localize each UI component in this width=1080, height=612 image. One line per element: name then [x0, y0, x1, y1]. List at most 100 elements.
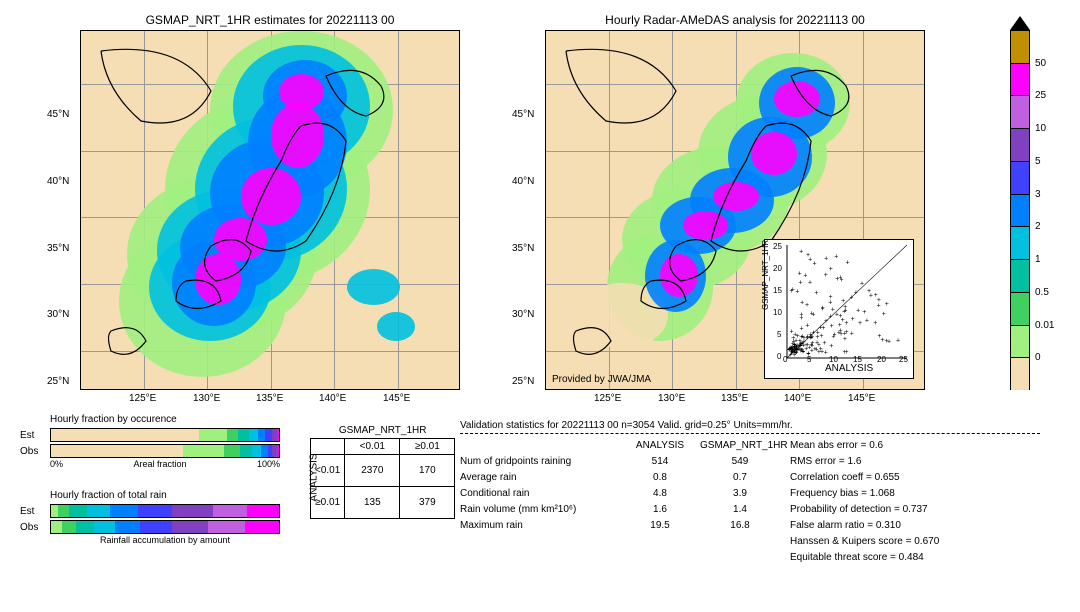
ytick: 35°N [47, 243, 69, 254]
hbar-segment [227, 429, 238, 441]
xtick: 145°E [848, 393, 875, 404]
svg-text:+: + [810, 311, 814, 318]
svg-text:+: + [814, 290, 818, 297]
map-gsmap-title: GSMAP_NRT_1HR estimates for 20221113 00 [146, 13, 395, 27]
stats-row: Average rain0.80.7 [460, 470, 790, 486]
xtick: 125°E [129, 393, 156, 404]
hbar-segment [76, 521, 94, 533]
hbar-segment [51, 521, 62, 533]
ytick: 40°N [512, 176, 534, 187]
scatter-inset: ++++++++++++++++++++++++++++++++++++++++… [764, 239, 914, 379]
svg-text:+: + [839, 331, 843, 338]
svg-text:+: + [808, 280, 812, 287]
colorbar: 00.010.51235102550 [1010, 30, 1030, 390]
stats-row: Conditional rain4.83.9 [460, 486, 790, 502]
colorbar-tick-label: 3 [1035, 189, 1041, 200]
stats-row: Maximum rain19.516.8 [460, 518, 790, 534]
svg-text:+: + [815, 334, 819, 341]
colorbar-tick-label: 10 [1035, 123, 1046, 134]
svg-text:+: + [800, 300, 804, 307]
svg-text:+: + [798, 280, 802, 287]
hbar-segment [277, 445, 279, 457]
hbar-est [50, 428, 280, 442]
svg-text:+: + [821, 305, 825, 312]
svg-text:+: + [822, 340, 826, 347]
stats-row-val-analysis: 19.5 [620, 518, 700, 534]
svg-text:+: + [885, 338, 889, 345]
stats-row-val-analysis: 4.8 [620, 486, 700, 502]
scatter-ylabel: GSMAP_NRT_1HR [761, 240, 770, 310]
hbar-segment [110, 505, 137, 517]
stats-row-name: Conditional rain [460, 486, 620, 502]
stats-row: Num of gridpoints raining514549 [460, 454, 790, 470]
colorbar-segment [1010, 325, 1030, 358]
svg-text:+: + [830, 323, 834, 330]
hbar-segment [277, 429, 279, 441]
svg-text:+: + [867, 288, 871, 295]
confmat-cell: 170 [400, 455, 455, 487]
svg-text:+: + [896, 338, 900, 345]
hbar-segment [183, 445, 224, 457]
stats-row: Rain volume (mm km²10⁶)1.61.4 [460, 502, 790, 518]
svg-text:+: + [844, 349, 848, 356]
colorbar-segment [1010, 357, 1030, 390]
svg-text:+: + [803, 273, 807, 280]
hbar-segment [51, 505, 58, 517]
svg-text:+: + [805, 342, 809, 349]
hbar-axis-left: 0% [50, 459, 63, 469]
svg-text:+: + [877, 297, 881, 304]
map-radar-title: Hourly Radar-AMeDAS analysis for 2022111… [605, 13, 865, 27]
stats-row-val-analysis: 1.6 [620, 502, 700, 518]
hbar-segment [238, 429, 249, 441]
xtick: 140°E [319, 393, 346, 404]
stats-row-val-analysis: 0.8 [620, 470, 700, 486]
svg-text:+: + [799, 248, 803, 255]
stats-row-val-gsmap: 3.9 [700, 486, 780, 502]
hbar-segment [245, 521, 279, 533]
svg-text:+: + [885, 301, 889, 308]
hbar-segment [87, 505, 110, 517]
colorbar-segment [1010, 226, 1030, 259]
svg-text:+: + [858, 320, 862, 327]
xtick: 135°E [256, 393, 283, 404]
svg-text:+: + [829, 266, 833, 273]
svg-text:+: + [813, 260, 817, 267]
svg-text:+: + [838, 274, 842, 281]
svg-text:+: + [838, 322, 842, 329]
stats-row-name: Average rain [460, 470, 620, 486]
stats-row-val-analysis: 514 [620, 454, 700, 470]
hbar-segment [247, 505, 279, 517]
svg-text:+: + [834, 253, 838, 260]
svg-text:+: + [824, 272, 828, 279]
svg-text:+: + [856, 308, 860, 315]
hbar-segment [58, 505, 69, 517]
svg-text:+: + [799, 311, 803, 318]
colorbar-tick-label: 0 [1035, 352, 1041, 363]
svg-text:+: + [824, 256, 828, 263]
hbar2-title: Hourly fraction of total rain [50, 490, 280, 501]
hbar-obs [50, 444, 280, 458]
svg-text:+: + [873, 320, 877, 327]
stats-skill-row: Probability of detection = 0.737 [790, 502, 1040, 518]
colorbar-tick-label: 2 [1035, 221, 1041, 232]
stats-skill-row: Equitable threat score = 0.484 [790, 550, 1040, 566]
colorbar-segment [1010, 292, 1030, 325]
ytick: 30°N [512, 309, 534, 320]
hbar-segment [258, 429, 265, 441]
colorbar-segment [1010, 30, 1030, 63]
confmat-col-header: ≥0.01 [400, 439, 455, 455]
hbar-segment [213, 505, 247, 517]
svg-text:+: + [795, 289, 799, 296]
svg-text:+: + [862, 309, 866, 316]
validation-stats: Validation statistics for 20221113 00 n=… [460, 420, 1040, 566]
svg-text:+: + [860, 281, 864, 288]
hbar-segment [265, 429, 272, 441]
svg-text:+: + [845, 259, 849, 266]
xtick: 140°E [784, 393, 811, 404]
confmat-cell: 2370 [345, 455, 400, 487]
hbar2-footer: Rainfall accumulation by amount [100, 535, 230, 545]
stats-row-val-gsmap: 549 [700, 454, 780, 470]
confmat-col-header: <0.01 [345, 439, 400, 455]
colorbar-segment [1010, 194, 1030, 227]
hbar-segment [140, 521, 172, 533]
